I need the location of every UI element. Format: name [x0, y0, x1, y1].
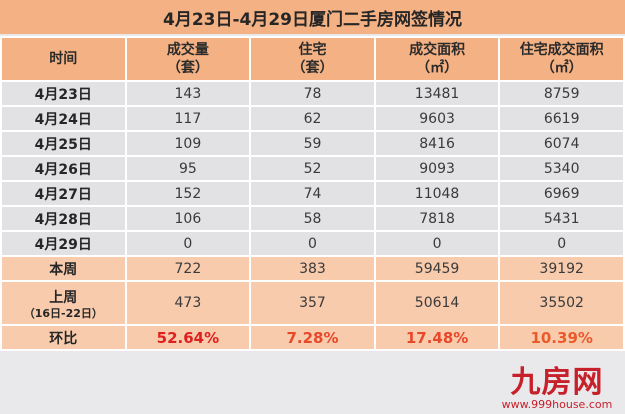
date-cell: 4月23日 — [0, 80, 127, 107]
area-change: 17.48% — [373, 324, 501, 351]
brand-url: www.999house.com — [501, 398, 613, 411]
area-cell: 7818 — [373, 205, 501, 232]
table-row: 4月28日 106 58 7818 5431 — [0, 205, 625, 232]
res-area-change: 10.39% — [498, 324, 625, 351]
header-unit: （套） — [291, 60, 334, 76]
volume-cell: 152 — [124, 180, 252, 207]
table-row: 4月27日 152 74 11048 6969 — [0, 180, 625, 207]
header-row: 时间 成交量 （套） 住宅 （套） 成交面积 （㎡） 住宅成交面积 （㎡） — [0, 36, 625, 82]
volume-cell: 0 — [124, 230, 252, 257]
header-label: 住宅成交面积 — [519, 42, 604, 58]
residential-cell: 52 — [249, 155, 376, 182]
residential-cell: 78 — [249, 80, 376, 107]
res-area-cell: 5340 — [498, 155, 625, 182]
header-unit: （套） — [166, 60, 209, 76]
table-row: 4月25日 109 59 8416 6074 — [0, 130, 625, 157]
area-cell: 9603 — [373, 105, 501, 132]
area-cell: 13481 — [373, 80, 501, 107]
res-area-cell: 39192 — [498, 255, 625, 282]
header-area: 成交面积 （㎡） — [373, 36, 501, 82]
date-cell: 4月26日 — [0, 155, 127, 182]
residential-cell: 74 — [249, 180, 376, 207]
table-row: 4月24日 117 62 9603 6619 — [0, 105, 625, 132]
header-volume: 成交量 （套） — [124, 36, 252, 82]
area-cell: 59459 — [373, 255, 501, 282]
watermark-logo: 九房网 www.999house.com — [497, 368, 617, 412]
date-cell: 4月27日 — [0, 180, 127, 207]
residential-cell: 357 — [249, 280, 376, 326]
header-time: 时间 — [0, 36, 127, 82]
sales-table: 时间 成交量 （套） 住宅 （套） 成交面积 （㎡） 住宅成交面积 （㎡） 4月23日 … — [0, 36, 625, 351]
res-area-cell: 8759 — [498, 80, 625, 107]
volume-change: 52.64% — [124, 324, 252, 351]
res-area-cell: 35502 — [498, 280, 625, 326]
date-cell: 4月29日 — [0, 230, 127, 257]
table-title: 4月23日-4月29日厦门二手房网签情况 — [0, 0, 625, 34]
date-cell: 4月28日 — [0, 205, 127, 232]
table-row: 4月23日 143 78 13481 8759 — [0, 80, 625, 107]
residential-cell: 383 — [249, 255, 376, 282]
header-label: 住宅 — [298, 42, 327, 58]
header-label: 时间 — [49, 51, 78, 67]
area-cell: 9093 — [373, 155, 501, 182]
change-row: 环比 52.64% 7.28% 17.48% 10.39% — [0, 324, 625, 351]
residential-cell: 62 — [249, 105, 376, 132]
header-label: 成交面积 — [409, 42, 466, 58]
area-cell: 11048 — [373, 180, 501, 207]
last-week-row: 上周 （16日-22日） 473 357 50614 35502 — [0, 280, 625, 326]
res-area-cell: 0 — [498, 230, 625, 257]
this-week-label: 本周 — [0, 255, 127, 282]
volume-cell: 106 — [124, 205, 252, 232]
residential-cell: 58 — [249, 205, 376, 232]
volume-cell: 95 — [124, 155, 252, 182]
area-cell: 0 — [373, 230, 501, 257]
volume-cell: 117 — [124, 105, 252, 132]
volume-cell: 473 — [124, 280, 252, 326]
date-cell: 4月25日 — [0, 130, 127, 157]
last-week-range: （16日-22日） — [23, 306, 103, 320]
area-cell: 8416 — [373, 130, 501, 157]
res-area-cell: 5431 — [498, 205, 625, 232]
brand-logo: 九房网 — [510, 365, 604, 400]
volume-cell: 722 — [124, 255, 252, 282]
last-week-label: 上周 （16日-22日） — [0, 280, 127, 326]
this-week-row: 本周 722 383 59459 39192 — [0, 255, 625, 282]
table-row: 4月26日 95 52 9093 5340 — [0, 155, 625, 182]
table-row: 4月29日 0 0 0 0 — [0, 230, 625, 257]
header-unit: （㎡） — [540, 60, 583, 76]
change-label: 环比 — [0, 324, 127, 351]
residential-cell: 0 — [249, 230, 376, 257]
header-label: 成交量 — [166, 42, 209, 58]
date-cell: 4月24日 — [0, 105, 127, 132]
header-res-area: 住宅成交面积 （㎡） — [498, 36, 625, 82]
area-cell: 50614 — [373, 280, 501, 326]
residential-cell: 59 — [249, 130, 376, 157]
last-week-title: 上周 — [49, 289, 78, 306]
header-residential: 住宅 （套） — [249, 36, 376, 82]
volume-cell: 143 — [124, 80, 252, 107]
res-area-cell: 6969 — [498, 180, 625, 207]
res-area-cell: 6619 — [498, 105, 625, 132]
volume-cell: 109 — [124, 130, 252, 157]
res-area-cell: 6074 — [498, 130, 625, 157]
residential-change: 7.28% — [249, 324, 376, 351]
header-unit: （㎡） — [416, 60, 459, 76]
